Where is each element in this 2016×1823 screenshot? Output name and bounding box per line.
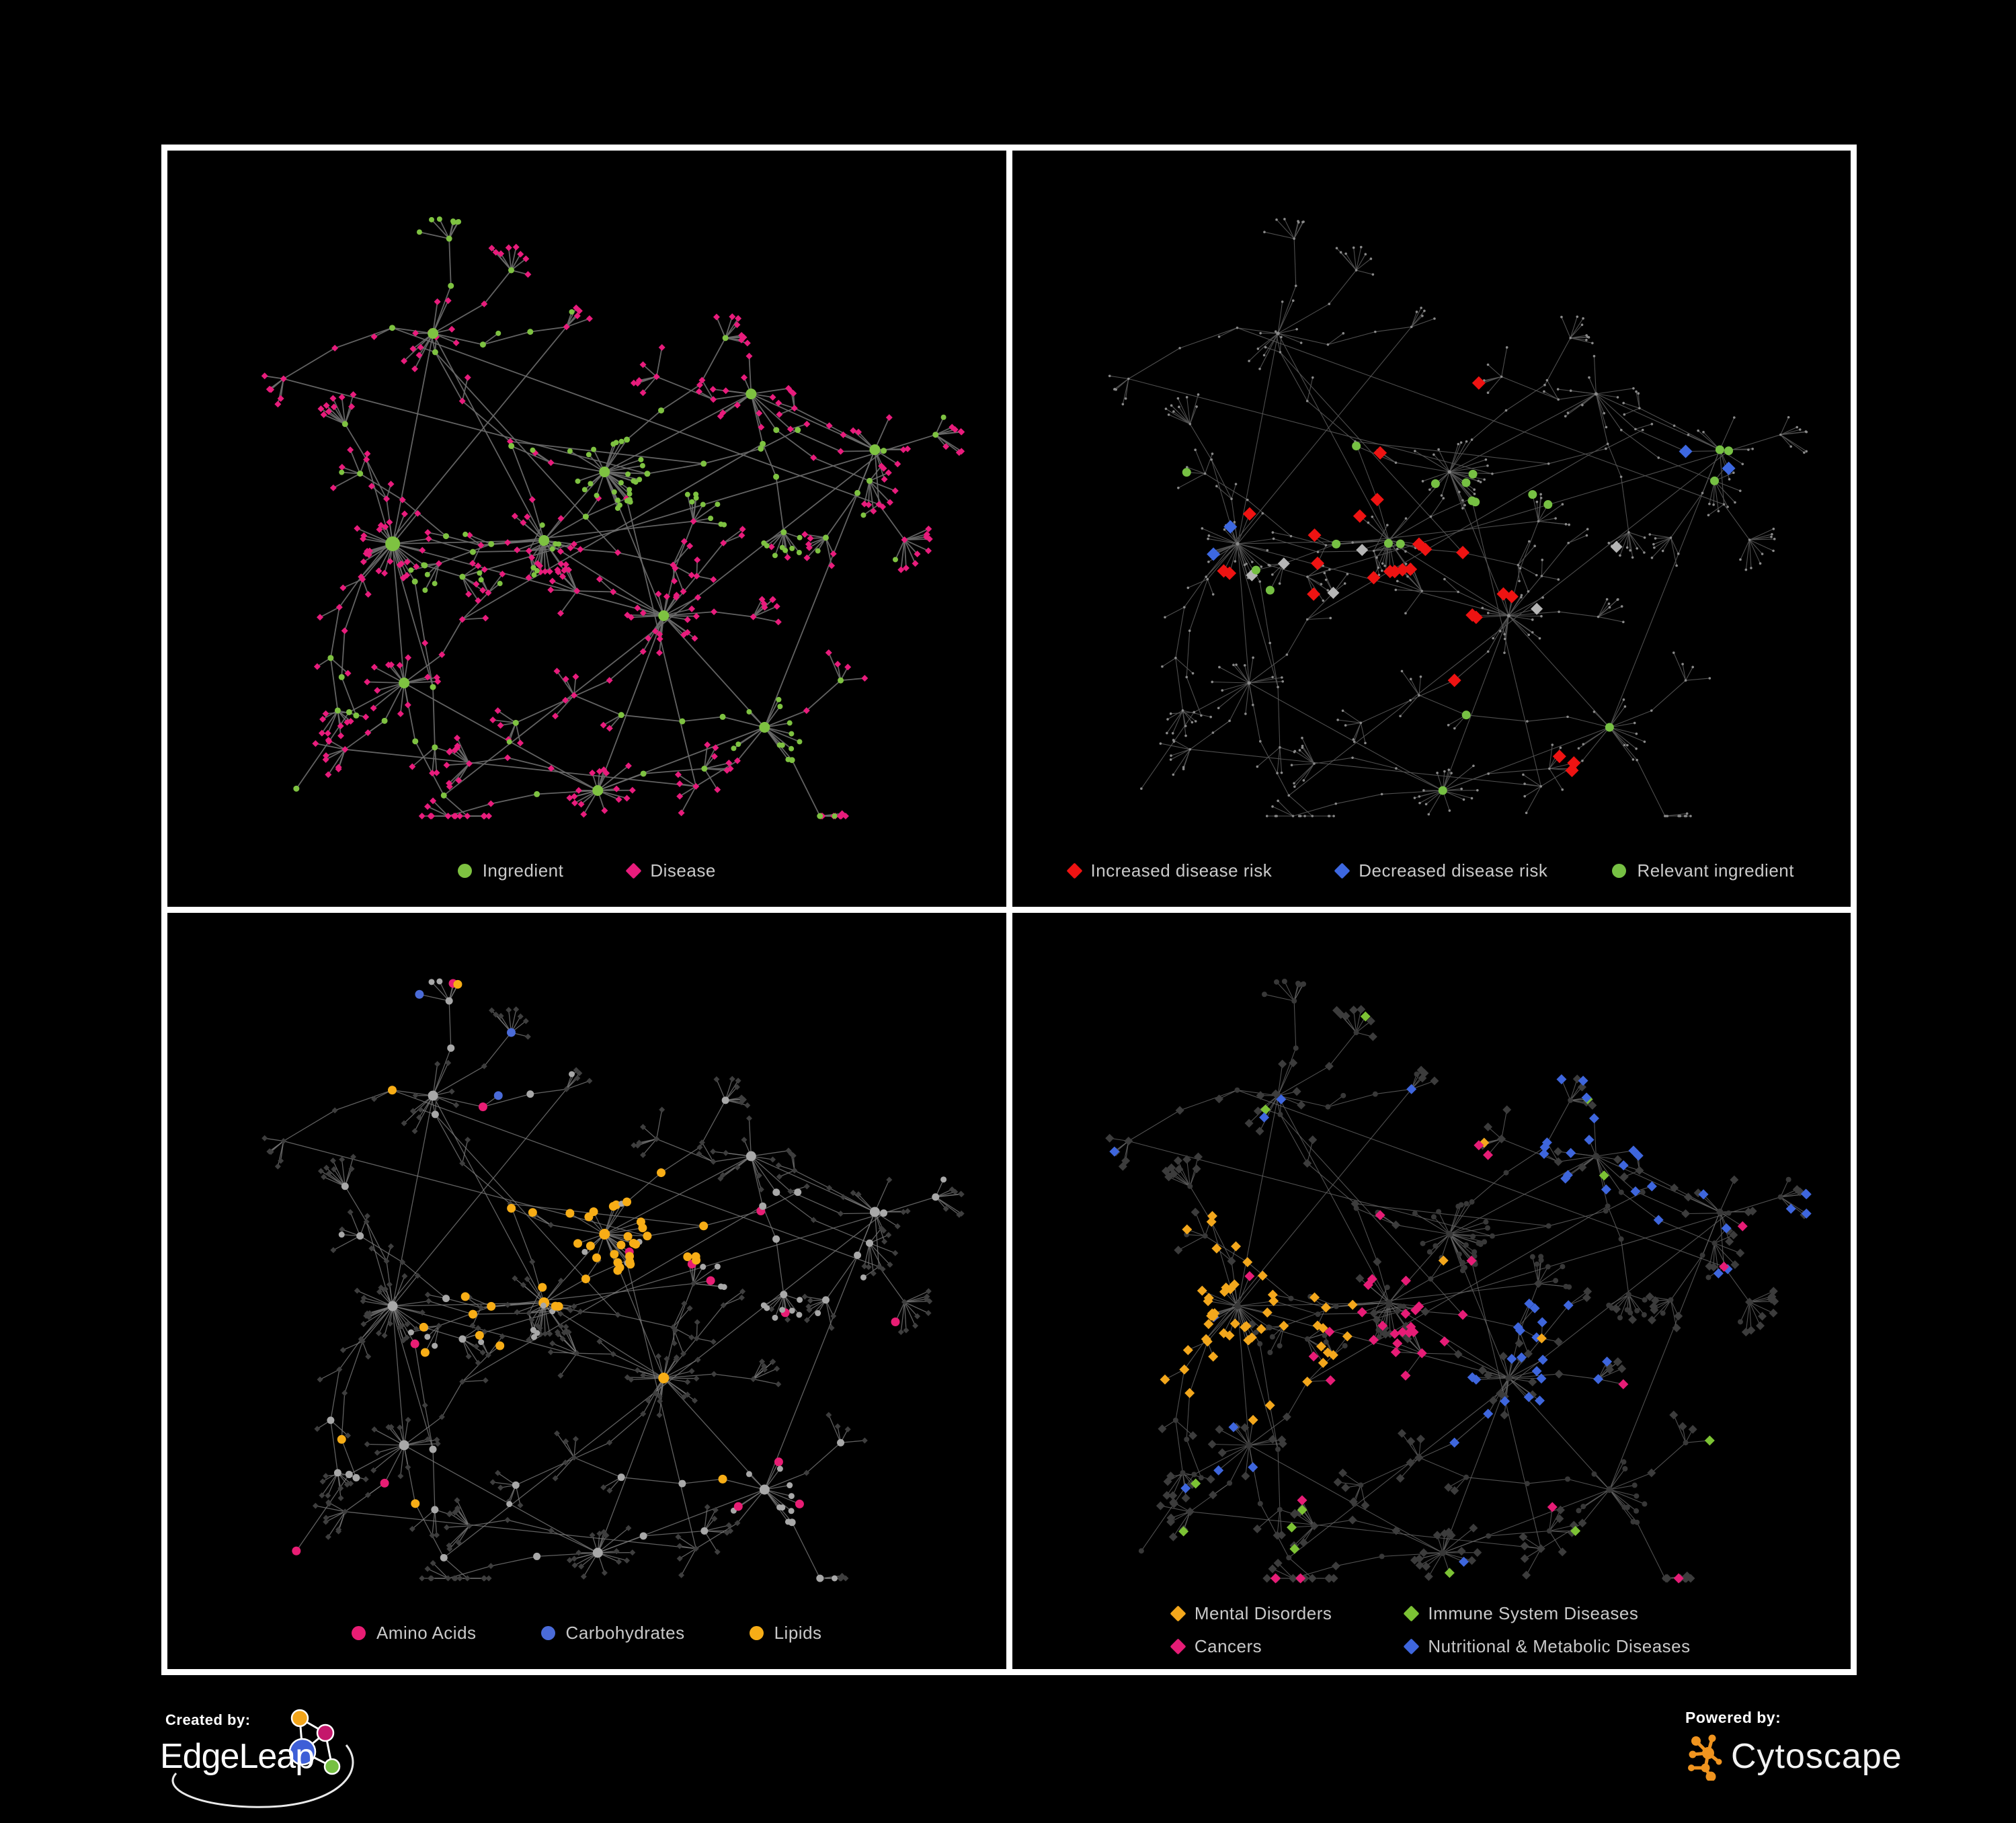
legend-label: Decreased disease risk bbox=[1359, 860, 1547, 881]
legend-item: Amino Acids bbox=[352, 1623, 477, 1644]
legend-item: Mental Disorders bbox=[1172, 1603, 1332, 1624]
circle-marker-icon bbox=[352, 1626, 366, 1640]
circle-marker-icon bbox=[541, 1626, 555, 1640]
network-ingredient-disease bbox=[167, 151, 1006, 907]
legend-label: Ingredient bbox=[483, 860, 564, 881]
diamond-marker-icon bbox=[1170, 1638, 1186, 1654]
legend-label: Immune System Diseases bbox=[1428, 1603, 1638, 1624]
legend-label: Amino Acids bbox=[376, 1623, 477, 1644]
diamond-marker-icon bbox=[626, 862, 642, 879]
diamond-marker-icon bbox=[1066, 862, 1082, 879]
legend-label: Carbohydrates bbox=[566, 1623, 685, 1644]
legend-label: Mental Disorders bbox=[1195, 1603, 1332, 1624]
diamond-marker-icon bbox=[1404, 1638, 1420, 1654]
edgeleap-credit: Created by: EdgeLeap bbox=[153, 1702, 375, 1820]
panel-ingredient-disease: Ingredient Disease bbox=[167, 151, 1006, 907]
network-disease-categories bbox=[1012, 913, 1851, 1669]
network-disease-risk bbox=[1012, 151, 1851, 907]
network-nutrient-classes bbox=[167, 913, 1006, 1669]
legend-label: Disease bbox=[650, 860, 715, 881]
diamond-marker-icon bbox=[1404, 1605, 1420, 1621]
legend-nutrient-classes: Amino Acids Carbohydrates Lipids bbox=[167, 1623, 1006, 1644]
edgeleap-node-green bbox=[325, 1759, 339, 1774]
legend-disease-categories: Mental Disorders Immune System Diseases Ca… bbox=[1012, 1603, 1851, 1657]
legend-label: Increased disease risk bbox=[1091, 860, 1273, 881]
panel-disease-categories: Mental Disorders Immune System Diseases Ca… bbox=[1012, 913, 1851, 1669]
edgeleap-node-orange bbox=[292, 1710, 308, 1726]
circle-marker-icon bbox=[1612, 864, 1626, 878]
cytoscape-logo-icon bbox=[1685, 1732, 1724, 1781]
legend-item: Carbohydrates bbox=[541, 1623, 685, 1644]
legend-item: Ingredient bbox=[458, 860, 564, 881]
legend-label: Cancers bbox=[1195, 1636, 1262, 1657]
cytoscape-wordmark: Cytoscape bbox=[1731, 1736, 1902, 1777]
panel-nutrient-classes: Amino Acids Carbohydrates Lipids bbox=[167, 913, 1006, 1669]
legend-label: Nutritional & Metabolic Diseases bbox=[1428, 1636, 1690, 1657]
panel-grid: Ingredient Disease Increased disease risk… bbox=[161, 145, 1857, 1675]
edgeleap-node-magenta bbox=[317, 1725, 333, 1741]
legend-item: Cancers bbox=[1172, 1636, 1332, 1657]
legend-disease-risk: Increased disease risk Decreased disease … bbox=[1012, 860, 1851, 881]
legend-item: Lipids bbox=[750, 1623, 822, 1644]
legend-item: Nutritional & Metabolic Diseases bbox=[1406, 1636, 1690, 1657]
legend-label: Lipids bbox=[774, 1623, 822, 1644]
diamond-marker-icon bbox=[1170, 1605, 1186, 1621]
diamond-marker-icon bbox=[1334, 862, 1350, 879]
panel-disease-risk: Increased disease risk Decreased disease … bbox=[1012, 151, 1851, 907]
cytoscape-credit: Powered by: Cytoscape bbox=[1685, 1709, 1981, 1796]
legend-label: Relevant ingredient bbox=[1637, 860, 1794, 881]
circle-marker-icon bbox=[458, 864, 472, 878]
powered-by-label: Powered by: bbox=[1685, 1709, 1981, 1727]
legend-item: Relevant ingredient bbox=[1612, 860, 1794, 881]
legend-item: Disease bbox=[628, 860, 715, 881]
created-by-label: Created by: bbox=[165, 1711, 251, 1729]
legend-item: Decreased disease risk bbox=[1336, 860, 1547, 881]
circle-marker-icon bbox=[750, 1626, 764, 1640]
legend-item: Immune System Diseases bbox=[1406, 1603, 1690, 1624]
legend-ingredient-disease: Ingredient Disease bbox=[167, 860, 1006, 881]
edgeleap-wordmark: EdgeLeap bbox=[160, 1737, 314, 1776]
legend-item: Increased disease risk bbox=[1069, 860, 1273, 881]
